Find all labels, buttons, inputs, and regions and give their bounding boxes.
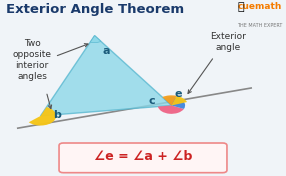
Wedge shape bbox=[158, 105, 184, 114]
Text: b: b bbox=[53, 110, 61, 120]
Wedge shape bbox=[29, 107, 56, 125]
Text: c: c bbox=[149, 96, 155, 106]
Text: e: e bbox=[175, 89, 182, 99]
Wedge shape bbox=[172, 96, 187, 105]
Wedge shape bbox=[90, 36, 101, 43]
Text: 🚀: 🚀 bbox=[238, 2, 245, 12]
FancyBboxPatch shape bbox=[59, 143, 227, 173]
Text: Exterior Angle Theorem: Exterior Angle Theorem bbox=[6, 3, 184, 16]
Wedge shape bbox=[164, 97, 185, 109]
Text: cuemath: cuemath bbox=[238, 2, 283, 11]
Text: THE MATH EXPERT: THE MATH EXPERT bbox=[237, 23, 283, 28]
Text: a: a bbox=[102, 46, 110, 56]
Text: ∠e = ∠a + ∠b: ∠e = ∠a + ∠b bbox=[94, 150, 192, 164]
Wedge shape bbox=[162, 95, 177, 105]
Text: Two
opposite
interior
angles: Two opposite interior angles bbox=[13, 39, 51, 81]
Polygon shape bbox=[41, 36, 172, 116]
Text: Exterior
angle: Exterior angle bbox=[210, 32, 246, 52]
